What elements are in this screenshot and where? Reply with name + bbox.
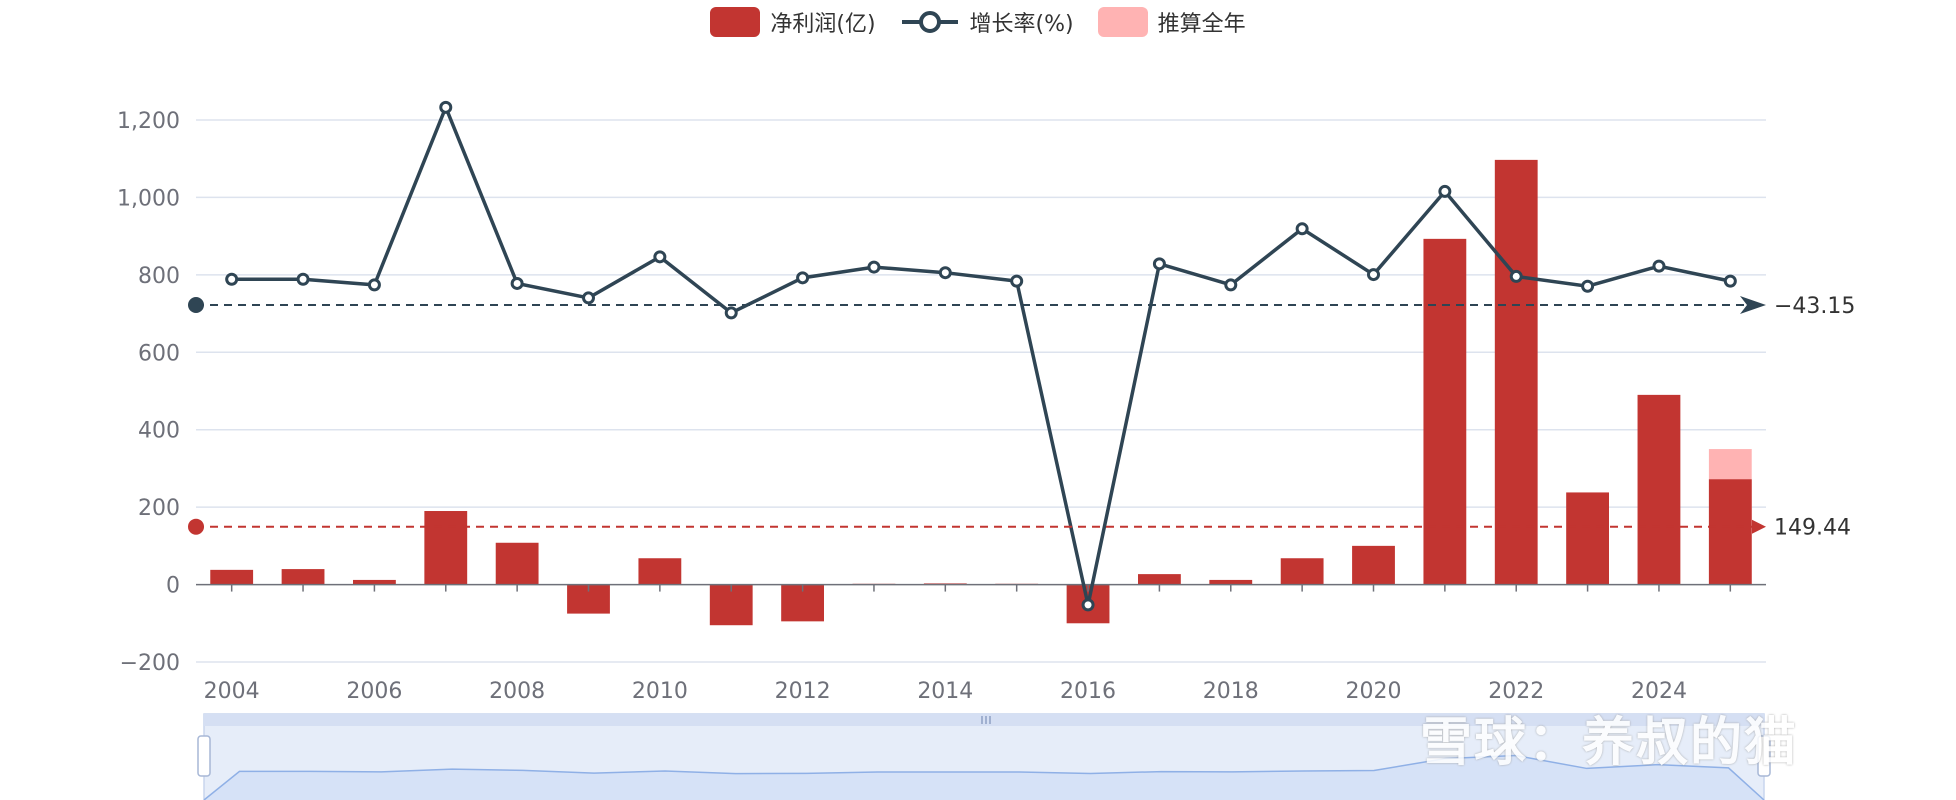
growth-point: [1367, 268, 1380, 282]
bar-profit: [353, 579, 396, 585]
growth-point: [1723, 274, 1737, 288]
markline-profit-label: 149.44: [1774, 516, 1851, 541]
bar-profit: [1423, 238, 1467, 585]
y-tick-label: 1,200: [117, 109, 180, 134]
bar-profit: [1209, 579, 1253, 585]
bar-profit: [1566, 492, 1609, 585]
x-tick-label: 2010: [632, 679, 688, 704]
growth-point: [867, 260, 881, 274]
legend-swatch-growth: [900, 7, 960, 37]
x-tick-label: 2022: [1488, 679, 1544, 704]
growth-line: [231, 102, 1731, 606]
y-tick-label: 600: [138, 341, 180, 366]
legend-item-estimate[interactable]: 推算全年: [1097, 6, 1246, 38]
markline-profit-start: [188, 518, 204, 535]
bar-profit: [210, 569, 254, 585]
y-tick-label: 1,000: [117, 186, 180, 211]
growth-point: [510, 276, 524, 290]
growth-point: [1581, 279, 1595, 293]
legend-swatch-estimate: [1097, 7, 1148, 37]
bar-profit: [1352, 545, 1395, 585]
x-tick-label: 2014: [917, 679, 973, 704]
bar-profit: [495, 542, 539, 585]
x-tick-label: 2004: [204, 679, 260, 704]
x-tick-label: 2006: [346, 679, 402, 704]
markline-growth-start: [188, 297, 204, 313]
bar-profit: [1494, 159, 1538, 585]
y-tick-label: −200: [120, 651, 180, 676]
x-tick-label: 2008: [489, 679, 545, 704]
y-tick-label: 0: [166, 574, 180, 599]
legend-item-profit[interactable]: 净利润(亿): [710, 6, 876, 38]
growth-point: [367, 278, 381, 292]
growth-point: [938, 266, 952, 280]
growth-point: [296, 272, 310, 286]
growth-point: [1652, 259, 1666, 273]
x-tick-label: 2024: [1631, 679, 1687, 704]
growth-point: [653, 250, 667, 264]
bar-profit: [281, 569, 325, 585]
bar-profit: [1708, 479, 1752, 585]
markline-profit-arrow: [1752, 519, 1766, 534]
legend-label-growth: 增长率(%): [969, 12, 1074, 37]
legend-swatch-profit: [710, 7, 761, 37]
growth-point: [1224, 278, 1238, 292]
datazoom-top-bar: [204, 714, 1764, 726]
growth-point: [1509, 269, 1523, 283]
y-tick-label: 400: [138, 419, 180, 444]
legend-label-profit: 净利润(亿): [770, 12, 876, 37]
growth-point: [1152, 257, 1166, 271]
bar-profit: [1138, 574, 1181, 585]
x-tick-label: 2018: [1203, 679, 1259, 704]
growth-point: [1438, 184, 1452, 198]
growth-point: [796, 271, 810, 285]
x-tick-label: 2012: [775, 679, 831, 704]
datazoom-handle-right[interactable]: [1757, 735, 1771, 777]
bar-profit: [638, 558, 682, 585]
x-tick-label: 2020: [1346, 679, 1402, 704]
datazoom-preview: [203, 754, 1765, 800]
x-tick-label: 2016: [1060, 679, 1116, 704]
growth-point: [582, 291, 595, 305]
markline-growth-arrow: [1740, 296, 1766, 314]
growth-point: [225, 272, 239, 286]
watermark: 雪球：养叔的猫: [1420, 713, 1799, 773]
chart-legend: 净利润(亿) 增长率(%) 推算全年: [0, 6, 1956, 38]
bar-profit: [1280, 558, 1324, 585]
datazoom-handle-left[interactable]: [197, 735, 211, 777]
legend-label-estimate: 推算全年: [1157, 12, 1246, 37]
growth-point: [1010, 274, 1024, 288]
bar-profit: [424, 511, 468, 585]
growth-point: [439, 100, 453, 114]
growth-point: [1081, 598, 1095, 612]
markline-growth-label: −43.15: [1774, 294, 1855, 319]
legend-item-growth[interactable]: 增长率(%): [900, 6, 1074, 38]
growth-point: [1295, 222, 1309, 236]
growth-point: [724, 306, 738, 320]
y-tick-label: 800: [138, 264, 180, 289]
bar-profit: [1637, 394, 1681, 585]
y-tick-label: 200: [138, 496, 180, 521]
